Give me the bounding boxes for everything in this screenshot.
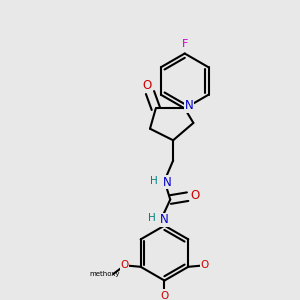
Text: O: O — [121, 260, 129, 270]
Text: H: H — [151, 176, 158, 186]
Text: O: O — [142, 79, 152, 92]
Text: methoxy: methoxy — [89, 271, 120, 277]
Text: N: N — [160, 213, 169, 226]
Text: F: F — [182, 39, 188, 49]
Text: N: N — [185, 99, 194, 112]
Text: N: N — [163, 176, 172, 189]
Text: O: O — [160, 292, 169, 300]
Text: O: O — [200, 260, 208, 270]
Text: H: H — [148, 213, 155, 224]
Text: O: O — [190, 189, 200, 202]
